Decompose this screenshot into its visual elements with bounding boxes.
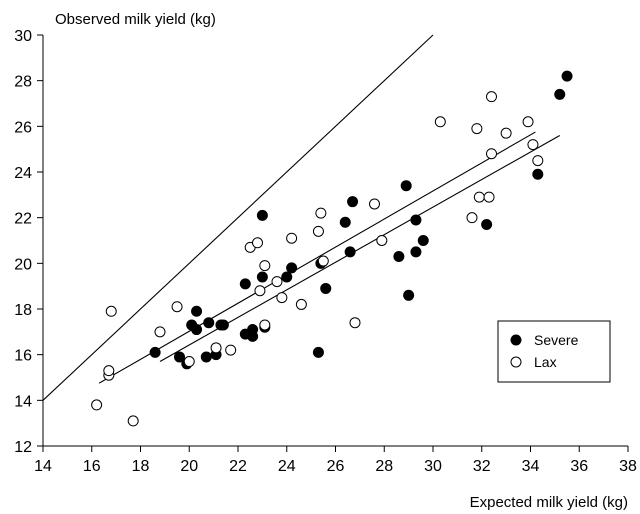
severe-point [174, 351, 185, 363]
legend-box [497, 320, 611, 383]
lax-point [154, 326, 166, 338]
lax-point [171, 301, 183, 313]
lax-point [105, 305, 117, 317]
lax-point [471, 123, 483, 135]
lax-point [522, 116, 534, 128]
lax-point [466, 212, 478, 224]
x-tick-label: 26 [327, 458, 345, 475]
legend-label-lax: Lax [534, 354, 557, 370]
severe-point [256, 271, 268, 283]
x-tick-label: 18 [132, 458, 150, 475]
y-tick-label: 18 [14, 302, 32, 319]
lax-point [369, 198, 380, 210]
lax-point [286, 232, 298, 244]
lax-point [183, 356, 195, 368]
severe-point [400, 180, 412, 192]
severe-point [281, 271, 293, 283]
severe-point [247, 330, 259, 342]
y-tick-label: 24 [14, 165, 32, 182]
severe-point [286, 262, 298, 274]
lax-point [254, 285, 266, 297]
severe-point [417, 235, 429, 246]
legend: Severe Lax [497, 320, 611, 383]
lax-point [91, 399, 103, 411]
x-tick-label: 20 [180, 458, 198, 475]
severe-point [347, 196, 359, 208]
lax-point [532, 155, 544, 167]
lax-point [486, 91, 497, 103]
severe-point [239, 278, 251, 290]
severe-point [217, 319, 229, 331]
severe-point [191, 305, 203, 317]
lax-point [259, 260, 271, 272]
severe-point [410, 214, 422, 226]
lax-point [225, 344, 237, 356]
severe-point [554, 88, 566, 100]
severe-point [191, 324, 203, 336]
severe-point [320, 282, 332, 294]
x-tick-label: 24 [278, 458, 296, 475]
x-tick-label: 16 [83, 458, 101, 475]
severe-point [561, 70, 573, 82]
legend-marker-severe [510, 334, 522, 346]
lax-point [317, 255, 329, 267]
lax-point [312, 225, 324, 237]
axis-ticks: 14 16 18 20 22 24 26 28 30 32 34 36 3812141618202224… [14, 28, 637, 475]
lax-point [295, 298, 307, 310]
lax-point [103, 365, 115, 377]
x-tick-label: 36 [570, 458, 588, 475]
lax-point [210, 342, 222, 354]
lax-point [486, 148, 497, 160]
lax-point [473, 191, 485, 203]
x-tick-label: 14 [34, 458, 52, 475]
lax-point [483, 191, 495, 203]
y-tick-label: 12 [14, 439, 32, 456]
legend-marker-lax [510, 356, 522, 368]
severe-point [203, 317, 215, 329]
y-axis-title: Observed milk yield (kg) [55, 11, 216, 28]
lax-point [252, 237, 263, 249]
y-tick-label: 14 [14, 393, 32, 410]
regression-lax-line [98, 131, 536, 384]
x-tick-label: 32 [473, 458, 491, 475]
x-axis-title: Expected milk yield (kg) [470, 494, 628, 511]
x-tick-label: 38 [619, 458, 637, 475]
lax-point [500, 127, 512, 139]
identity-line [42, 34, 434, 401]
lax-point [259, 319, 271, 331]
x-tick-label: 22 [229, 458, 247, 475]
lax-point [376, 235, 388, 246]
y-tick-label: 20 [14, 256, 32, 273]
severe-point [312, 346, 324, 358]
x-tick-label: 28 [375, 458, 393, 475]
severe-point [339, 216, 351, 228]
y-tick-label: 28 [14, 74, 32, 91]
lax-point [434, 116, 446, 128]
lax-point [271, 276, 283, 288]
severe-point [410, 246, 422, 258]
severe-point [256, 209, 268, 221]
x-tick-label: 30 [424, 458, 442, 475]
severe-point [532, 168, 544, 180]
y-tick-label: 22 [14, 211, 32, 228]
y-tick-label: 26 [14, 119, 32, 136]
lax-point [349, 317, 361, 329]
lax-point [276, 292, 288, 304]
x-tick-label: 34 [522, 458, 540, 475]
lax-point [315, 207, 327, 219]
lax-point [127, 415, 139, 427]
fit-lines [42, 34, 561, 401]
severe-point [344, 246, 356, 258]
severe-point [200, 351, 212, 363]
y-tick-label: 30 [14, 28, 32, 45]
severe-point [393, 250, 405, 262]
severe-point [481, 219, 493, 231]
severe-point [403, 289, 415, 301]
legend-label-severe: Severe [534, 332, 579, 348]
lax-point [527, 139, 539, 151]
data-points [91, 70, 573, 427]
y-tick-label: 16 [14, 348, 32, 365]
severe-point [149, 346, 161, 358]
